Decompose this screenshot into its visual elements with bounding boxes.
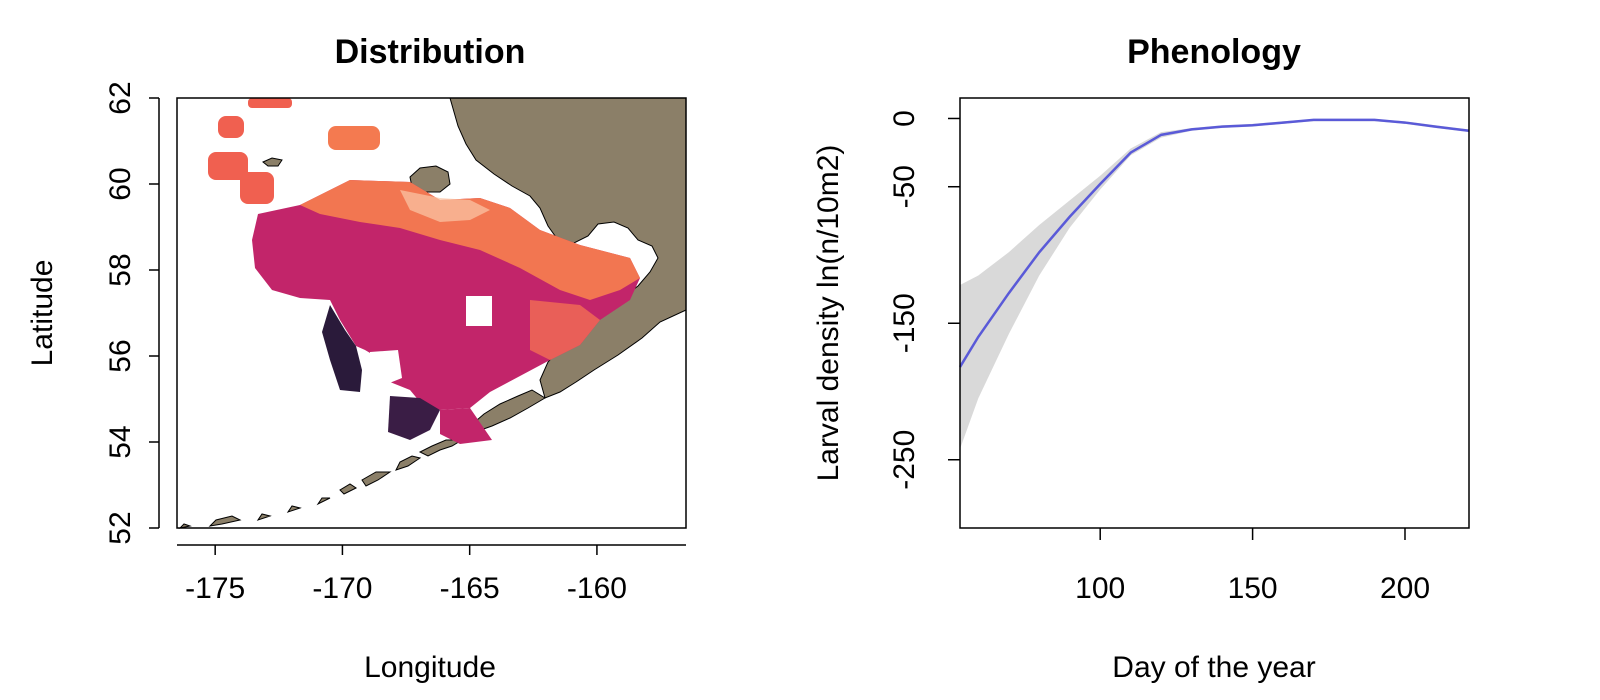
distribution-y-tick-label: 62 xyxy=(104,81,137,114)
phenology-y-tick-label: -250 xyxy=(888,430,921,490)
phenology-xlabel: Day of the year xyxy=(1112,651,1315,684)
phenology-line xyxy=(958,118,1470,368)
phenology-plot xyxy=(958,118,1470,449)
phenology-y-tick-label: -50 xyxy=(888,165,921,208)
distribution-x-tick-label: -175 xyxy=(185,572,245,605)
distribution-y-tick-label: 60 xyxy=(104,167,137,200)
distribution-title: Distribution xyxy=(335,33,526,71)
distribution-map xyxy=(176,97,687,529)
distribution-x-tick-label: -165 xyxy=(440,572,500,605)
phenology-y-ticks: 0 -50 -150 -250 xyxy=(888,110,960,490)
phenology-y-tick-label: -150 xyxy=(888,293,921,353)
phenology-x-ticks: 100 150 200 xyxy=(1075,528,1430,605)
distribution-y-tick-label: 52 xyxy=(104,511,137,544)
distribution-x-ticks: -175 -170 -165 -160 xyxy=(185,545,627,605)
density-field xyxy=(208,98,640,444)
phenology-ylabel: Larval density ln(n/10m2) xyxy=(812,145,845,482)
distribution-y-tick-label: 56 xyxy=(104,339,137,372)
phenology-x-tick-label: 200 xyxy=(1380,572,1430,605)
distribution-xlabel: Longitude xyxy=(364,651,496,684)
phenology-title: Phenology xyxy=(1127,33,1301,71)
distribution-y-ticks: 52 54 56 58 60 62 xyxy=(104,81,159,545)
distribution-frame xyxy=(176,97,687,529)
phenology-x-tick-label: 100 xyxy=(1075,572,1125,605)
aleutian-islands xyxy=(178,439,464,529)
distribution-y-tick-label: 54 xyxy=(104,425,137,458)
distribution-ylabel: Latitude xyxy=(26,260,59,367)
confidence-band xyxy=(960,119,1469,449)
phenology-y-tick-label: 0 xyxy=(888,110,921,127)
alaska-mainland xyxy=(449,97,687,399)
distribution-x-tick-label: -170 xyxy=(312,572,372,605)
st-lawrence-island xyxy=(262,157,283,167)
phenology-panel: Phenology 100 150 200 0 -50 -150 -250 Day of … xyxy=(812,33,1470,684)
distribution-panel: Distribution xyxy=(26,33,687,684)
distribution-x-tick-label: -160 xyxy=(567,572,627,605)
phenology-x-tick-label: 150 xyxy=(1228,572,1278,605)
phenology-frame xyxy=(959,97,1470,529)
distribution-y-tick-label: 58 xyxy=(104,253,137,286)
